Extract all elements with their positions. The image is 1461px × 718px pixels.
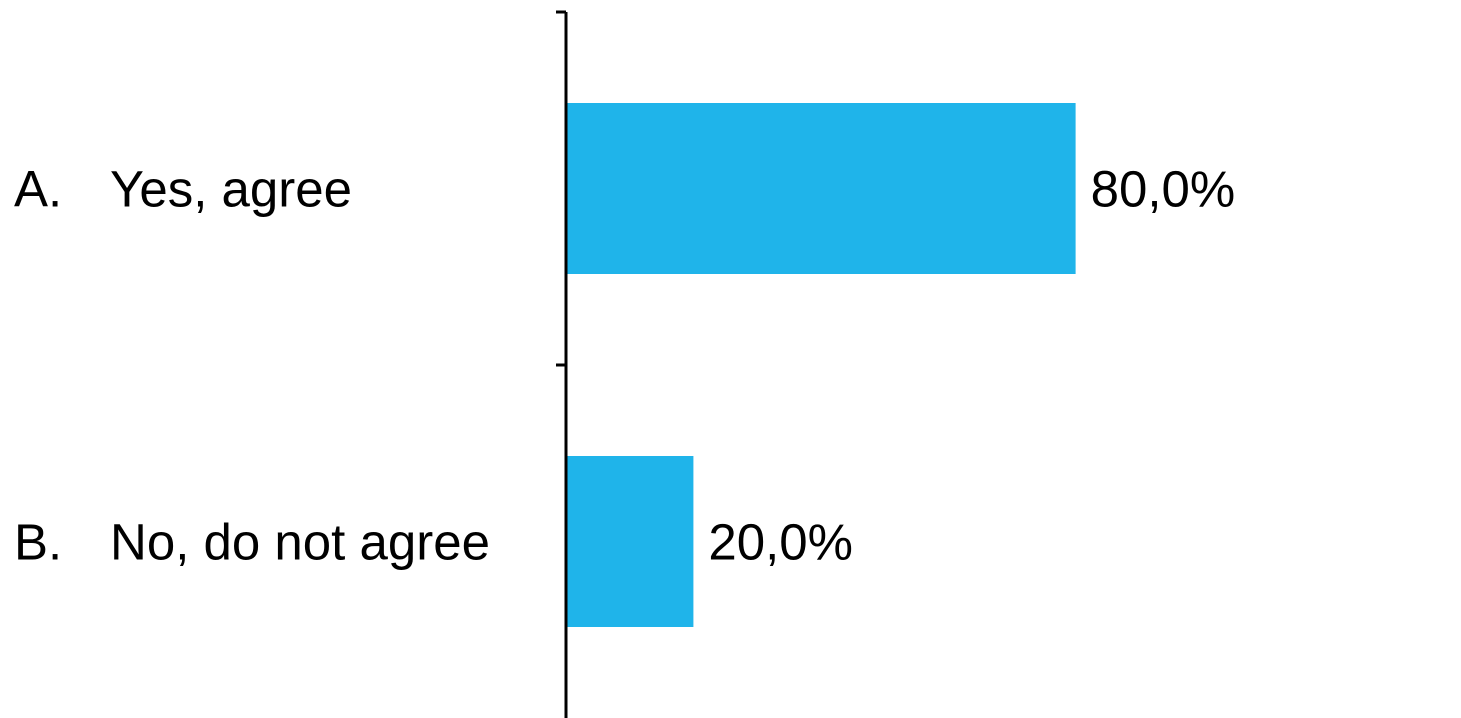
category-label-1: Yes, agree bbox=[110, 161, 352, 218]
bar-value-label-1: 80,0% bbox=[1091, 161, 1236, 218]
y-axis bbox=[556, 10, 568, 718]
bars-layer bbox=[566, 103, 1076, 627]
bar-value-label-2: 20,0% bbox=[708, 514, 853, 571]
bar-1 bbox=[566, 103, 1076, 274]
category-letter-2: B. bbox=[14, 514, 62, 571]
bar-2 bbox=[566, 456, 694, 627]
category-letter-1: A. bbox=[14, 161, 62, 218]
category-label-2: No, do not agree bbox=[110, 514, 490, 571]
labels-layer: 80,0% A. Yes, agree 20,0% B. No, do not agree bbox=[14, 161, 1235, 571]
